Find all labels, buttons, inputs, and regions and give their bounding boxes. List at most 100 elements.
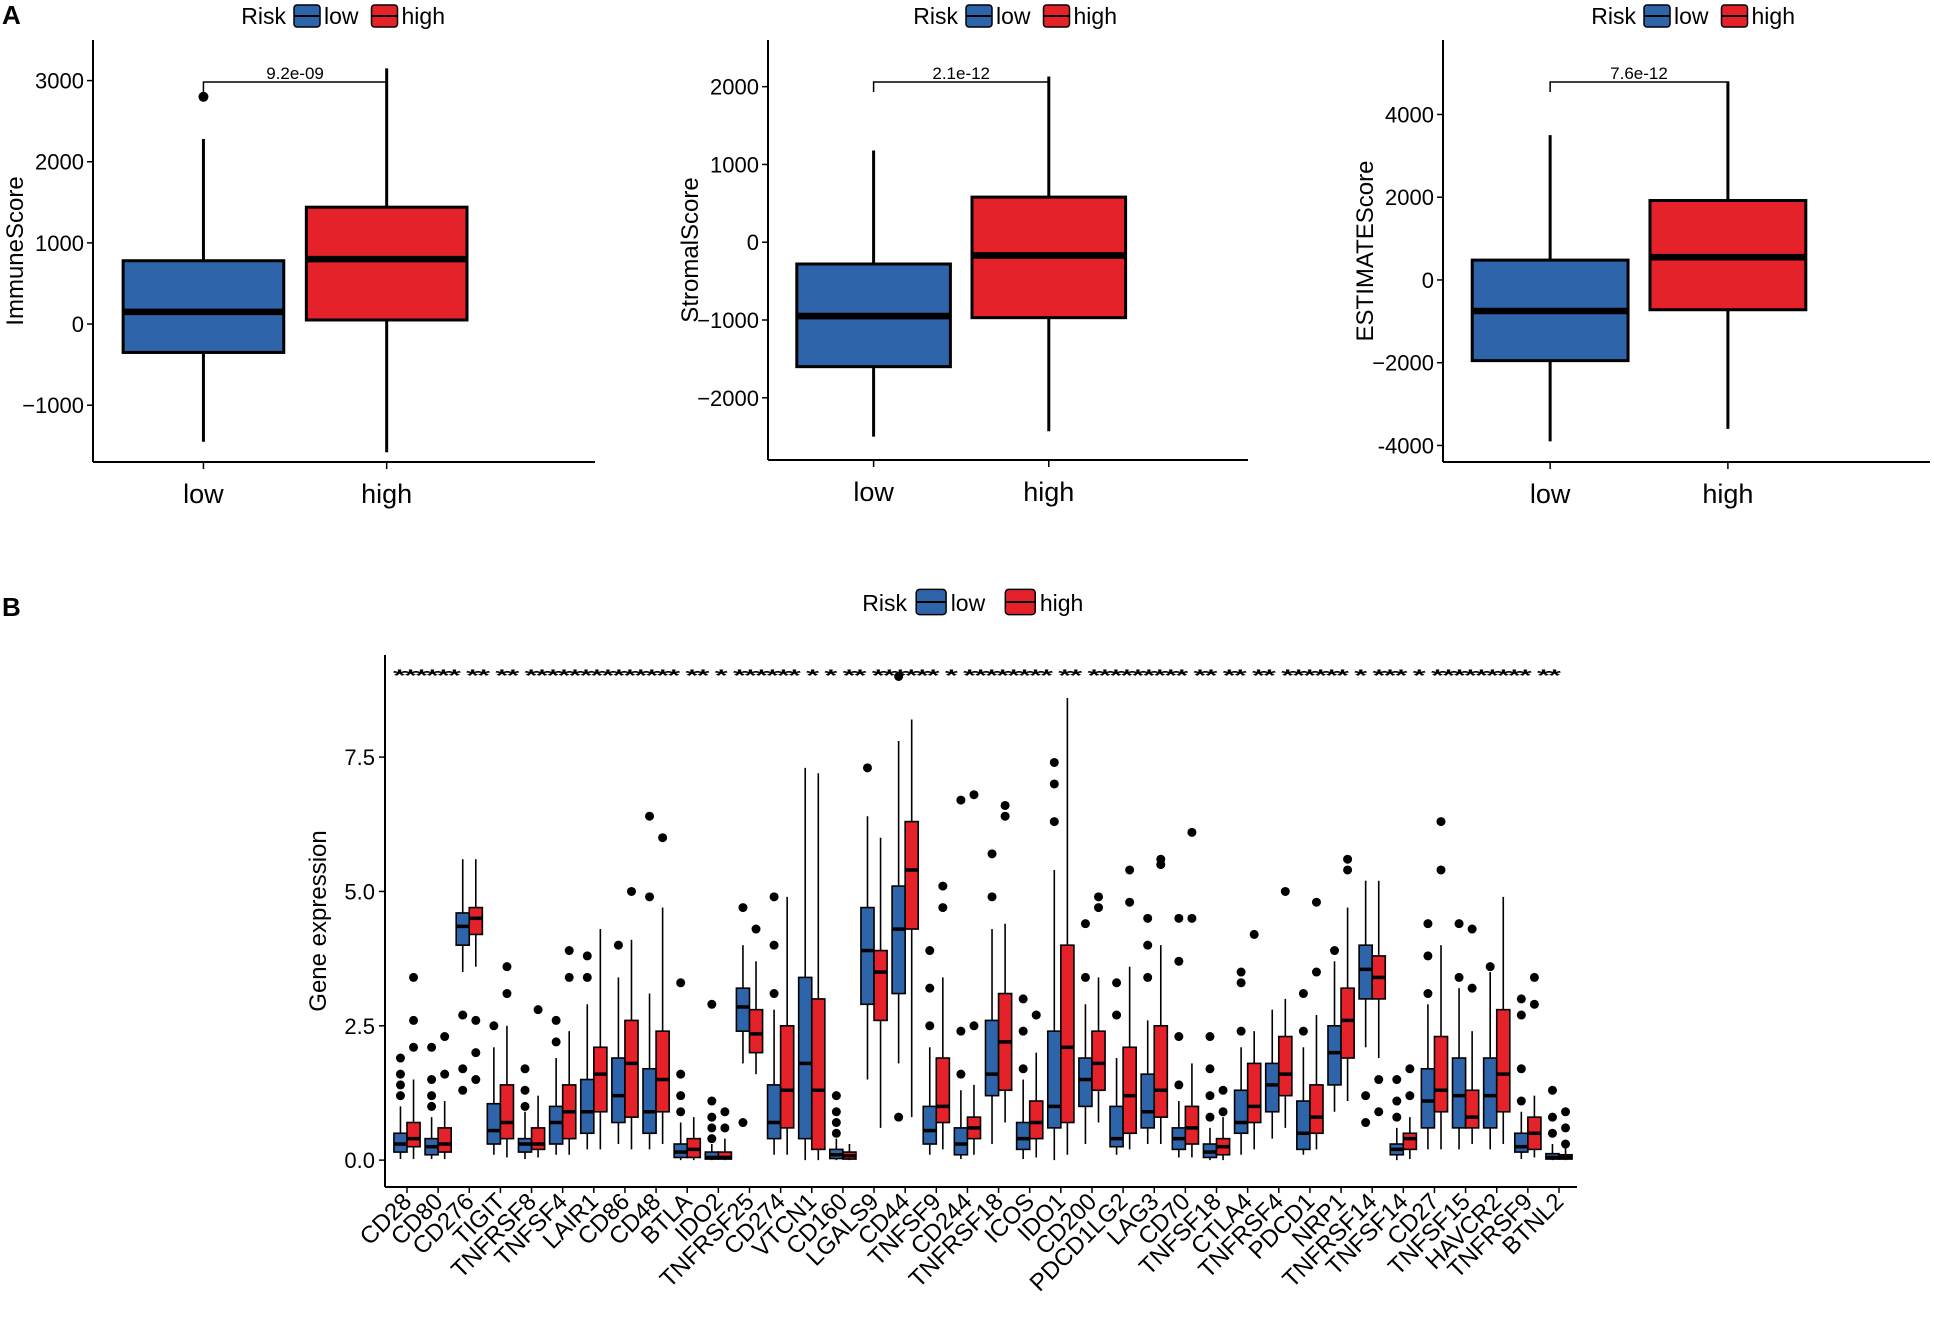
outlier-point (1018, 994, 1028, 1004)
box-CD27-high-box (1433, 1035, 1449, 1113)
y-tick-label: 7.5 (344, 745, 375, 770)
outlier-point (395, 1053, 405, 1063)
outlier-point (720, 1107, 730, 1117)
outlier-point (769, 989, 779, 999)
outlier-point (1454, 919, 1464, 929)
outlier-point (458, 1064, 468, 1074)
chart-panel-b: Risk low high 0.0 2.5 5.0 7.5 Gene expression **… (305, 588, 1577, 1297)
y-tick-label: 1000 (710, 152, 759, 177)
outlier-point (1311, 897, 1321, 907)
box-PDCD1-high-box (1309, 1084, 1324, 1135)
box-NRP1-low-box (1327, 1024, 1342, 1086)
box-TNFSF9-low-box (922, 1105, 938, 1145)
outlier-point (1392, 1075, 1402, 1085)
y-tick-label: −1000 (697, 308, 759, 333)
outlier-point (1547, 1128, 1557, 1138)
box-NRP1-high-box (1340, 987, 1355, 1059)
box-CD27-low-box (1420, 1067, 1436, 1129)
y-axis-title: StromalScore (677, 177, 704, 322)
outlier-point (1330, 946, 1340, 956)
y-tick-label: 2000 (710, 75, 759, 100)
box-CTLA4-high-box (1246, 1062, 1262, 1124)
box-CD80-high-box (437, 1127, 453, 1153)
outlier-point (1436, 817, 1446, 827)
p-value-label: 2.1e-12 (932, 64, 990, 83)
box-TNFRSF18-low-box (984, 1019, 1000, 1097)
outlier-point (1249, 929, 1259, 939)
box-LAIR1-high-box (593, 1046, 608, 1113)
outlier-point (1547, 1085, 1557, 1095)
box-TNFRSF4-low-box (1264, 1062, 1280, 1113)
y-axis-title: ESTIMATEScore (1352, 161, 1379, 342)
y-tick-label: 1000 (35, 231, 84, 256)
x-tick-label: high (361, 479, 412, 509)
outlier-point (409, 1042, 419, 1052)
outlier-point (676, 978, 686, 988)
outlier-point (738, 1118, 748, 1128)
outlier-point (1361, 1091, 1371, 1101)
outlier-point (520, 1064, 530, 1074)
outlier-point (1516, 1064, 1526, 1074)
outlier-point (1423, 919, 1433, 929)
outlier-point (1049, 779, 1059, 789)
box-PDCD1LG2-high-box (1122, 1046, 1137, 1135)
legend: Risk low high (241, 3, 445, 29)
outlier-point (676, 1069, 686, 1079)
outlier-point (707, 999, 717, 1009)
outlier-point (969, 1021, 979, 1031)
box-PDCD1LG2-low-box (1109, 1105, 1124, 1148)
outlier-point (1561, 1123, 1571, 1133)
y-tick-label: 4000 (1385, 102, 1434, 127)
outlier-point (458, 1085, 468, 1095)
outlier-point (1094, 903, 1104, 913)
outlier-point (1374, 1075, 1384, 1085)
outlier-point (440, 1069, 450, 1079)
outlier-point (925, 946, 935, 956)
outlier-point (1236, 1026, 1246, 1036)
outlier-point (987, 849, 997, 859)
box-LGALS9-high-box (873, 949, 888, 1022)
p-value-label: 7.6e-12 (1610, 64, 1668, 83)
outlier-point (489, 1021, 499, 1031)
outlier-point (1218, 1085, 1228, 1095)
outlier-point (1467, 983, 1477, 993)
outlier-point (1018, 1064, 1028, 1074)
outlier-point (956, 1026, 966, 1036)
chart-panel-a-2: Risk low high −2000 −1000 0 1000 2000 StromalSco… (677, 3, 1248, 507)
outlier-point (427, 1075, 437, 1085)
legend-label-high: high (1074, 3, 1117, 29)
outlier-point (564, 972, 574, 982)
outlier-point (551, 1015, 561, 1025)
box-TNFRSF25-high-box (748, 1008, 764, 1054)
box-LAIR1-low-box (579, 1078, 595, 1135)
box-CD44-low-box (891, 885, 906, 995)
outlier-point (1236, 967, 1246, 977)
box-TNFRSF9-low-box (1513, 1132, 1529, 1153)
outlier-point (707, 1134, 717, 1144)
legend-title: Risk (862, 590, 907, 616)
box-CD48-high-box (655, 1030, 670, 1113)
box-LAG3-high-box (1153, 1024, 1169, 1118)
legend: Risk low high (862, 588, 1083, 616)
outlier-point (1205, 1091, 1215, 1101)
panel-a-letter: A (2, 0, 21, 30)
box-TIGIT-low-box (486, 1102, 502, 1145)
outlier-point (1156, 854, 1166, 864)
x-tick-label: low (1530, 479, 1571, 509)
outlier-point (1112, 1010, 1122, 1020)
y-tick-label: −2000 (697, 386, 759, 411)
outlier-point (1174, 956, 1184, 966)
outlier-point (1561, 1139, 1571, 1149)
outlier-point (1125, 897, 1135, 907)
box-TNFRSF8-high-box (530, 1127, 546, 1151)
outlier-point (1143, 972, 1153, 982)
outlier-point (1374, 1107, 1384, 1117)
outlier-point (751, 924, 761, 934)
box-HAVCR2-low-box (1482, 1057, 1498, 1129)
box-CTLA4-low-box (1233, 1089, 1249, 1135)
outlier-point (1218, 1107, 1228, 1117)
outlier-point (1174, 1080, 1184, 1090)
outlier-point (1205, 1064, 1215, 1074)
outlier-point (831, 1118, 841, 1128)
x-tick-label: high (1702, 479, 1753, 509)
